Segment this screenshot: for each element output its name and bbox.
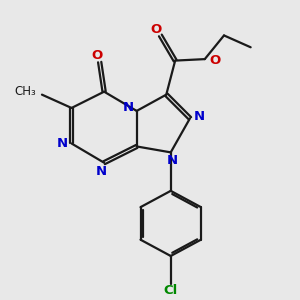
- Text: Cl: Cl: [164, 284, 178, 297]
- Text: O: O: [209, 54, 221, 67]
- Text: N: N: [96, 164, 107, 178]
- Text: CH₃: CH₃: [14, 85, 36, 98]
- Text: O: O: [91, 49, 102, 62]
- Text: N: N: [193, 110, 204, 123]
- Text: N: N: [167, 154, 178, 167]
- Text: N: N: [123, 101, 134, 115]
- Text: N: N: [57, 137, 68, 150]
- Text: O: O: [150, 23, 161, 36]
